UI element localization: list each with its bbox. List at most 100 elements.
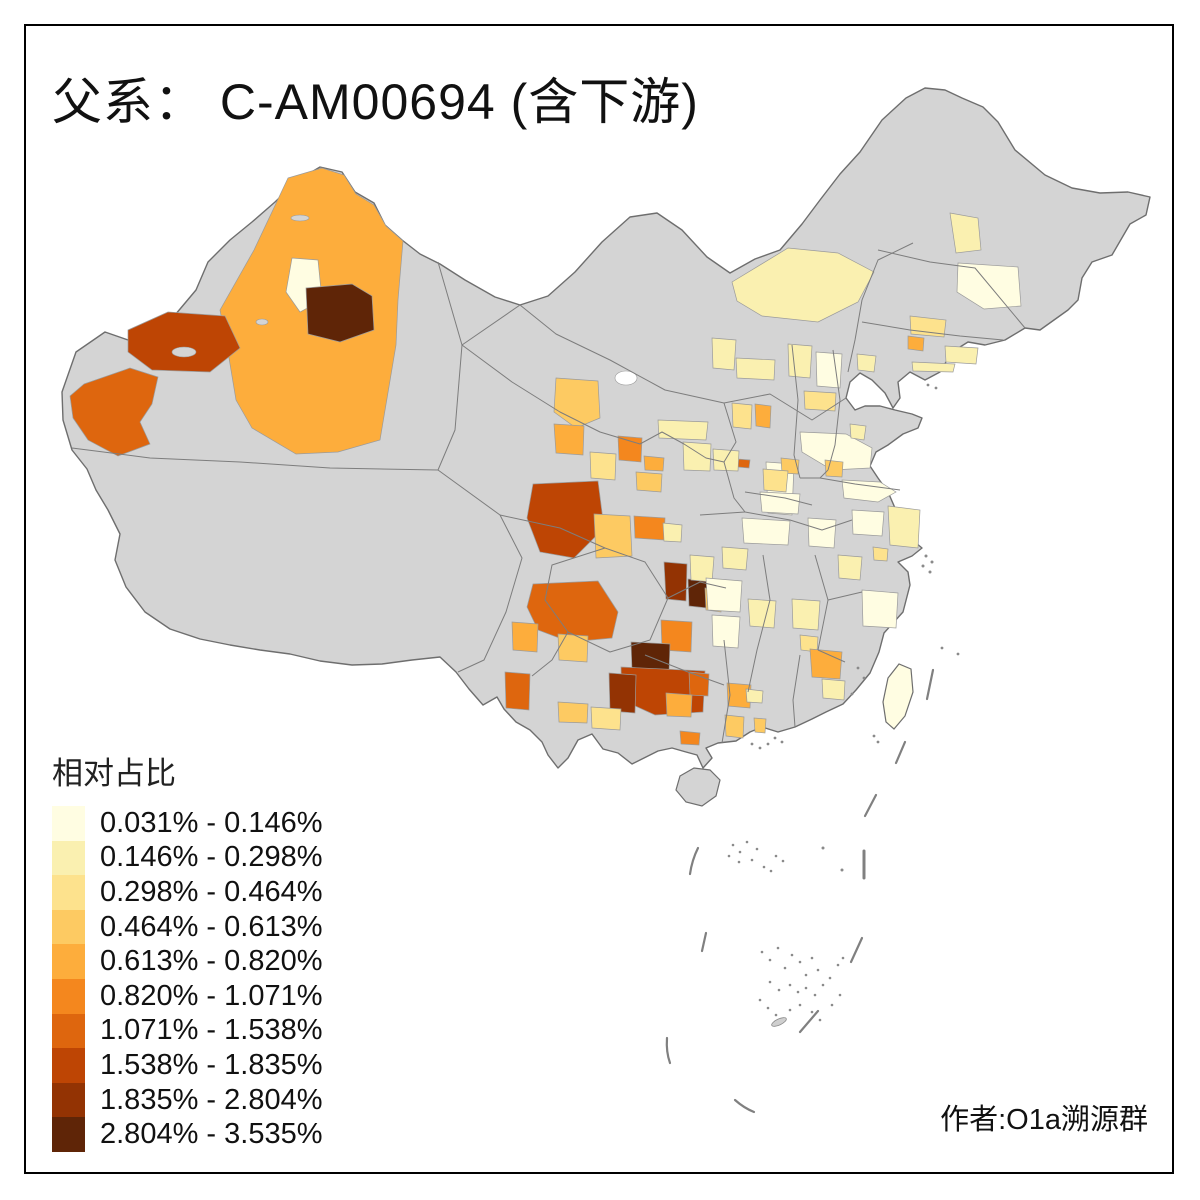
map-region [711, 337, 737, 371]
hainan-island [675, 767, 721, 807]
map-region [736, 458, 751, 469]
dash-segment [688, 846, 700, 876]
legend-title: 相对占比 [52, 756, 176, 791]
legend-row: 2.804% - 3.535% [52, 1117, 322, 1152]
map-region [841, 479, 897, 503]
map-region [553, 377, 601, 429]
map-region [787, 343, 813, 379]
map-title: 父系： C-AM00694 (含下游) [52, 74, 699, 130]
legend-swatch [52, 875, 85, 910]
province-border-layer [71, 242, 1026, 744]
map-region [807, 517, 837, 549]
map-region [872, 546, 889, 562]
map-region [526, 580, 619, 643]
legend-row: 0.298% - 0.464% [52, 875, 322, 910]
map-region [689, 554, 715, 583]
map-region [731, 247, 875, 323]
legend-row: 0.613% - 0.820% [52, 944, 322, 979]
legend-row: 1.071% - 1.538% [52, 1013, 323, 1049]
legend-swatch [52, 840, 85, 876]
map-region [593, 513, 633, 559]
province-border [791, 344, 801, 479]
lake [290, 214, 310, 222]
province-border [531, 631, 569, 677]
province-border [519, 304, 847, 421]
legend-label: 1.835% - 2.804% [100, 1083, 323, 1116]
legend-label: 0.146% - 0.298% [100, 841, 323, 874]
province-border [461, 344, 725, 463]
map-region [617, 435, 643, 463]
legend-swatch [52, 1082, 85, 1118]
plot-frame [24, 24, 1174, 1174]
map-region [851, 509, 885, 537]
map-region [907, 335, 925, 352]
map-region [762, 468, 789, 493]
province-border [499, 514, 606, 549]
map-region [662, 522, 683, 543]
lake [255, 318, 269, 326]
map-region [711, 614, 741, 649]
legend-swatch [52, 909, 85, 945]
map-region [511, 621, 539, 653]
map-region [721, 546, 749, 571]
map-region [127, 311, 241, 373]
nine-dash-line [665, 668, 935, 1114]
legend-swatch [52, 1013, 85, 1049]
lake [171, 346, 197, 358]
map-region [824, 459, 844, 478]
map-region [705, 577, 743, 613]
legend-swatch [52, 1117, 85, 1152]
legend-label: 0.820% - 1.071% [100, 979, 323, 1012]
legend-label: 1.071% - 1.538% [100, 1014, 323, 1047]
province-border [437, 469, 523, 673]
dash-segment [665, 1036, 672, 1065]
province-border [744, 491, 813, 506]
legend-row: 0.464% - 0.613% [52, 909, 323, 945]
dash-segment [894, 740, 907, 765]
china-outline [61, 87, 1151, 769]
map-region [741, 517, 791, 546]
map-region [747, 598, 777, 629]
map-region [815, 351, 843, 389]
map-region [856, 353, 877, 373]
legend-swatch [52, 1048, 85, 1083]
legend-row: 0.820% - 1.071% [52, 978, 323, 1014]
province-border [792, 654, 801, 728]
map-region [803, 390, 837, 412]
map-region [682, 441, 712, 472]
province-border [861, 321, 1004, 341]
map-region [821, 678, 846, 701]
legend-label: 1.538% - 1.835% [100, 1048, 323, 1081]
map-region [753, 717, 767, 734]
map-region [504, 671, 531, 711]
dash-segment [925, 668, 935, 701]
province-border [819, 469, 901, 491]
map-region [956, 262, 1022, 310]
map-region [589, 451, 617, 481]
province-border [699, 511, 746, 516]
province-border [544, 547, 669, 653]
legend-row: 1.835% - 2.804% [52, 1082, 323, 1118]
map-region [726, 682, 752, 709]
map-region [944, 345, 979, 365]
dash-segment [733, 1098, 756, 1114]
map-region [731, 402, 753, 430]
province-border [71, 261, 463, 471]
map-region [735, 357, 776, 381]
map-region [305, 283, 375, 343]
legend-row: 0.031% - 0.146% [52, 806, 322, 841]
island-specks [727, 383, 960, 1027]
map-region [557, 633, 589, 663]
map-region [633, 515, 666, 541]
map-region [553, 423, 585, 456]
map-region [837, 554, 863, 581]
legend-label: 0.464% - 0.613% [100, 910, 323, 943]
map-region [643, 455, 665, 472]
map-region [809, 648, 843, 680]
province-border [644, 654, 725, 686]
province-border [747, 554, 771, 693]
map-region [754, 403, 772, 429]
legend-swatch [52, 978, 85, 1014]
lake [614, 370, 638, 386]
